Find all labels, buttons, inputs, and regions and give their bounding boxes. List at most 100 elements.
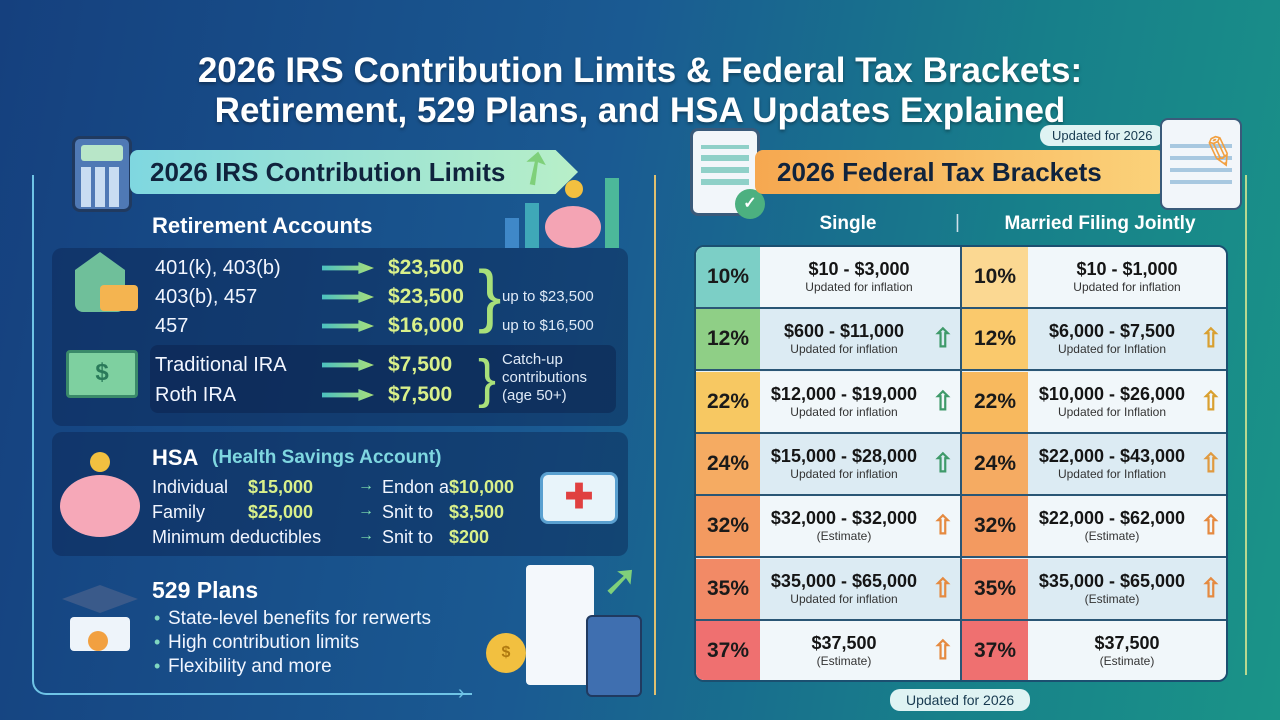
first-aid-kit-icon: ✚ [540, 472, 618, 524]
tax-range-cell: $10 - $1,000 Updated for inflation [1028, 247, 1226, 307]
tax-range: $6,000 - $7,500 [1048, 321, 1176, 342]
tax-range: $35,000 - $65,000 [770, 570, 918, 591]
up-arrow-icon: ⇧ [932, 510, 954, 541]
hsa-subtitle: (Health Savings Account) [212, 447, 442, 468]
tax-range: $10 - $3,000 [808, 259, 910, 279]
updated-badge-bottom: Updated for 2026 [890, 689, 1031, 711]
tax-form-pencil-icon: ✎ [1160, 118, 1242, 210]
page-title-line1: 2026 IRS Contribution Limits & Federal T… [197, 51, 1083, 90]
tax-brackets-banner: 2026 Federal Tax Brackets [755, 150, 1165, 194]
page-title-line2: Retirement, 529 Plans, and HSA Updates E… [214, 91, 1066, 130]
tax-rate: 24% [962, 433, 1028, 494]
tax-range: $37,500 [1094, 632, 1160, 653]
retirement-label: 401(k), 403(b) [155, 257, 281, 279]
bullet-icon: • [154, 656, 161, 676]
hsa-value: $15,000 [248, 477, 314, 497]
hsa-note-value: $3,500 [449, 502, 505, 522]
ira-brace: } [478, 349, 497, 409]
up-arrow-icon: ⇧ [932, 634, 954, 665]
tax-row-married: 35% $35,000 - $65,000 (Estimate) ⇧ [962, 558, 1226, 621]
tax-note: Updated for Inflation [1057, 342, 1167, 357]
flow-line-right [654, 175, 656, 695]
hsa-label: Individual [152, 477, 229, 497]
plans529-bullet: Flexibility and more [168, 656, 332, 677]
tax-row-married: 24% $22,000 - $43,000 Updated for Inflatio… [962, 433, 1226, 496]
retirement-label: Traditional IRA [155, 354, 287, 376]
bullet-icon: • [154, 632, 161, 652]
growth-chart-piggy-icon: ➚ [495, 135, 635, 248]
up-arrow-icon: ⇧ [932, 323, 954, 354]
tax-row-single: 32% $32,000 - $32,000 (Estimate) ⇧ [696, 496, 960, 559]
tax-range-cell: $600 - $11,000 Updated for inflation [760, 309, 928, 369]
flow-line-left [32, 175, 472, 695]
ira-note: Catch-up contributions (age 50+) [502, 351, 588, 404]
cash-icon: $ [66, 350, 138, 398]
tax-range: $22,000 - $62,000 [1038, 508, 1186, 529]
tax-range: $35,000 - $65,000 [1038, 570, 1186, 591]
tax-row-single: 12% $600 - $11,000 Updated for inflation ⇧ [696, 309, 960, 372]
tax-range-cell: $10,000 - $26,000 Updated for Inflation [1028, 372, 1196, 432]
retirement-note-1: up to $23,500 [502, 288, 594, 305]
up-arrow-icon: ⇧ [932, 447, 954, 478]
tax-rate: 10% [696, 247, 760, 307]
tax-note: Updated for Inflation [1057, 466, 1167, 481]
tax-row-married: 12% $6,000 - $7,500 Updated for Inflation ⇧ [962, 309, 1226, 372]
retirement-label: Roth IRA [155, 384, 237, 406]
tax-row-married: 22% $10,000 - $26,000 Updated for Inflatio… [962, 371, 1226, 434]
arrow-icon: → [358, 527, 374, 544]
tax-note: (Estimate) [1099, 653, 1155, 668]
bullet-icon: • [154, 608, 161, 628]
piggy-bank-icon [60, 475, 140, 537]
tax-range: $22,000 - $43,000 [1038, 445, 1186, 466]
up-arrow-icon: ⇧ [1200, 447, 1222, 478]
tax-rate: 24% [696, 433, 760, 494]
tax-note: (Estimate) [1084, 529, 1140, 544]
hsa-panel [52, 432, 628, 556]
tax-note: Updated for inflation [790, 342, 898, 357]
tax-range: $12,000 - $19,000 [770, 383, 918, 404]
tax-rate: 32% [962, 496, 1028, 557]
tax-note: Updated for inflation [1073, 280, 1181, 294]
tax-rate: 35% [962, 558, 1028, 619]
column-header-married: Married Filing Jointly [1004, 213, 1196, 234]
tax-range-cell: $37,500 (Estimate) [1028, 621, 1226, 680]
up-arrow-icon: ⇧ [1200, 385, 1222, 416]
hsa-label: Family [152, 502, 205, 522]
tax-rate: 37% [696, 620, 760, 680]
tax-note: Updated for inflation [805, 280, 913, 294]
tax-range-cell: $12,000 - $19,000 Updated for inflation [760, 372, 928, 432]
plans529-bullet: State-level benefits for rerwerts [168, 608, 431, 629]
tax-rate: 22% [962, 371, 1028, 432]
retirement-value: $7,500 [388, 383, 453, 406]
arrow-icon: → [358, 502, 374, 519]
tax-bracket-table: 10% $10 - $3,000 Updated for inflation 12% $… [694, 245, 1228, 682]
hsa-note: Snit to [382, 502, 434, 522]
tax-range-cell: $22,000 - $43,000 Updated for Inflation [1028, 434, 1196, 494]
flow-line-right-2 [1245, 175, 1247, 675]
updated-badge-top: Updated for 2026 [1040, 125, 1165, 146]
tax-row-single: 35% $35,000 - $65,000 Updated for inflatio… [696, 558, 960, 621]
retirement-value: $16,000 [388, 314, 464, 337]
column-separator: | [955, 212, 960, 233]
tax-row-single: 10% $10 - $3,000 Updated for inflation [696, 247, 960, 309]
tax-rate: 35% [696, 558, 760, 619]
tax-row-married: 32% $22,000 - $62,000 (Estimate) ⇧ [962, 496, 1226, 559]
coin-icon [90, 452, 110, 472]
hsa-note: Endon a [382, 477, 450, 497]
hsa-label: Minimum deductibles [152, 527, 322, 547]
tax-rate: 22% [696, 371, 760, 432]
hsa-title: HSA [152, 445, 199, 470]
tax-note: (Estimate) [816, 529, 872, 544]
contribution-limits-banner: 2026 IRS Contribution Limits [130, 150, 578, 194]
retirement-note-2: up to $16,500 [502, 317, 594, 334]
tax-row-single: 22% $12,000 - $19,000 Updated for inflatio… [696, 371, 960, 434]
column-divider [960, 247, 962, 680]
ira-subpanel [150, 345, 616, 413]
tax-range-cell: $22,000 - $62,000 (Estimate) [1028, 496, 1196, 556]
retirement-value: $23,500 [388, 256, 464, 279]
tax-row-married: 37% $37,500 (Estimate) [962, 620, 1226, 680]
tax-rate: 12% [696, 309, 760, 370]
tax-range: $37,500 [811, 632, 877, 653]
plans529-title: 529 Plans [152, 577, 259, 603]
up-arrow-icon: ⇧ [1200, 510, 1222, 541]
